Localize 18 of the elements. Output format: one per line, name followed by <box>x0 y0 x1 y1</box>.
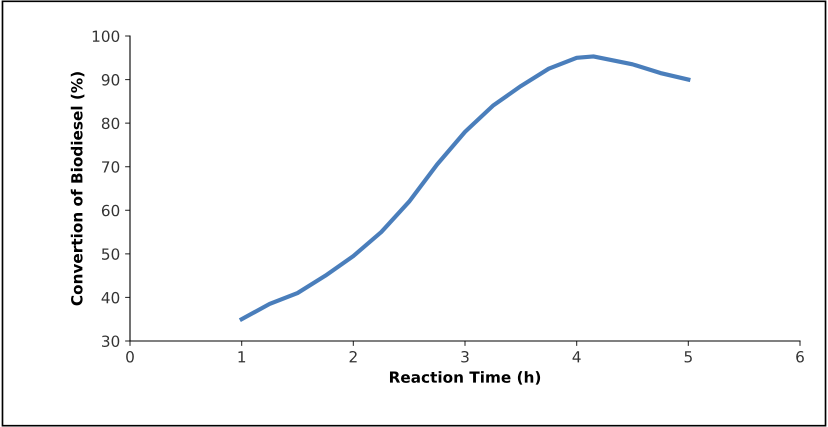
y-tick-label: 90 <box>102 74 120 86</box>
y-tick-label: 80 <box>102 118 120 130</box>
x-tick-label: 1 <box>238 351 246 362</box>
x-tick-label: 4 <box>572 351 581 362</box>
y-tick-label: 70 <box>102 161 120 173</box>
y-tick-label: 60 <box>102 204 120 216</box>
y-tick-label: 50 <box>102 248 120 260</box>
x-tick-label: 3 <box>461 350 469 363</box>
y-tick-label: 30 <box>102 335 120 348</box>
x-tick-label: 6 <box>796 350 804 363</box>
y-axis-title: Convertion of Biodiesel (%) <box>70 72 84 306</box>
x-tick-label: 2 <box>350 350 357 362</box>
x-axis-title: Reaction Time (h) <box>390 371 540 385</box>
line-series <box>240 54 690 322</box>
y-tick-label: 100 <box>92 30 120 42</box>
y-tick-label: 40 <box>102 292 120 304</box>
x-tick-label: 0 <box>126 350 134 363</box>
x-tick-label: 5 <box>684 351 692 363</box>
